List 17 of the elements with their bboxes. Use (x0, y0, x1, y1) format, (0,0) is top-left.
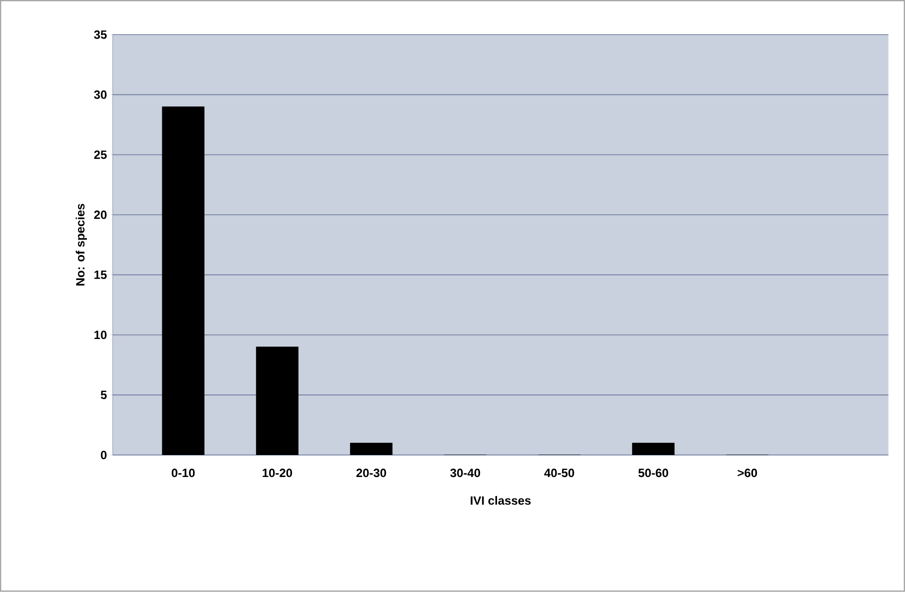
x-tick-label: 20-30 (356, 468, 386, 478)
x-tick-label: 50-60 (638, 468, 668, 478)
y-tick-label: 5 (100, 390, 107, 400)
x-tick-label: 40-50 (544, 468, 574, 478)
y-tick-label: 20 (94, 210, 107, 220)
y-tick-label: 30 (94, 90, 107, 100)
x-tick-label: >60 (738, 468, 758, 478)
y-tick-label: 15 (94, 270, 107, 280)
x-tick-label: 0-10 (172, 468, 195, 478)
x-tick-label: 10-20 (262, 468, 292, 478)
y-tick-label: 35 (94, 30, 107, 40)
y-tick-label: 0 (100, 450, 107, 460)
x-tick-label: 30-40 (450, 468, 480, 478)
y-tick-label: 10 (94, 330, 107, 340)
y-tick-label: 25 (94, 150, 107, 160)
y-axis-title: No: of species (76, 204, 87, 286)
x-axis-title: IVI classes (470, 496, 531, 505)
